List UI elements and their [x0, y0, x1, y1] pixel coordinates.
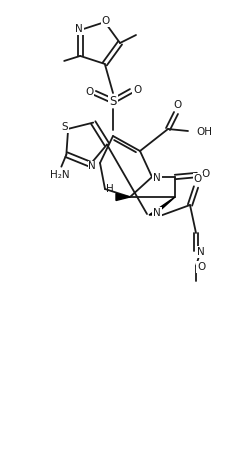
Polygon shape [149, 197, 175, 215]
Text: H: H [106, 184, 114, 194]
Text: H₂N: H₂N [49, 170, 69, 180]
Text: N: N [153, 208, 161, 218]
Text: O: O [194, 174, 202, 184]
Text: O: O [201, 169, 209, 179]
Text: O: O [197, 262, 205, 272]
Text: S: S [62, 122, 69, 132]
Text: O: O [174, 100, 182, 110]
Text: N: N [197, 247, 205, 257]
Text: O: O [85, 87, 93, 97]
Text: N: N [75, 24, 83, 34]
Text: S: S [109, 95, 117, 107]
Text: O: O [102, 16, 110, 26]
Text: N: N [89, 161, 96, 171]
Polygon shape [116, 194, 130, 201]
Text: OH: OH [196, 127, 212, 137]
Text: O: O [133, 85, 141, 95]
Text: N: N [153, 173, 161, 183]
